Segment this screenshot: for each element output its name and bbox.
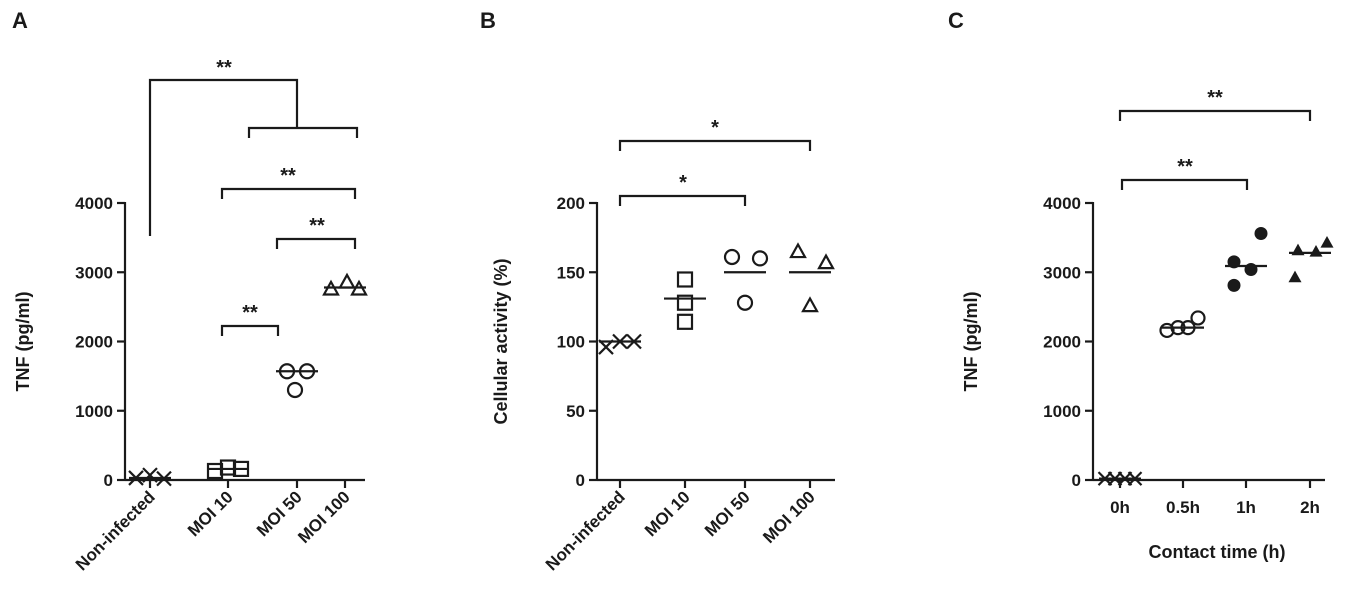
y-tick-label: 100 — [557, 333, 585, 352]
y-tick-label: 1000 — [75, 402, 113, 421]
significance-label: * — [679, 172, 687, 194]
data-point — [206, 462, 224, 480]
significance-bracket — [1120, 178, 1249, 190]
y-tick-label: 2000 — [1043, 333, 1081, 352]
data-point — [1227, 278, 1241, 292]
data-point — [751, 250, 769, 267]
y-tick-label: 2000 — [75, 333, 113, 352]
significance-bracket — [1118, 109, 1312, 121]
significance-label: ** — [1207, 87, 1223, 109]
significance-label: * — [711, 117, 719, 139]
y-tick-label: 50 — [566, 402, 585, 421]
significance-bracket — [247, 126, 359, 138]
y-tick-label: 1000 — [1043, 402, 1081, 421]
x-tick-label: 0.5h — [1166, 498, 1200, 517]
significance-bracket — [618, 139, 812, 151]
x-tick-label: MOI 100 — [759, 487, 819, 547]
y-tick-label: 4000 — [75, 194, 113, 213]
data-point — [676, 294, 694, 311]
panel-letter: A — [12, 8, 28, 33]
x-tick-label: 1h — [1236, 498, 1256, 517]
x-tick-label: MOI 100 — [294, 487, 354, 547]
x-axis-label: Contact time (h) — [1149, 542, 1286, 562]
data-point — [789, 242, 807, 259]
panel-b: B 0 50 100 150 200 Cellular activity (%) Non-in… — [480, 8, 835, 574]
y-tick-label: 0 — [1072, 471, 1081, 490]
panel-letter: B — [480, 8, 496, 33]
panel-letter: C — [948, 8, 964, 33]
panel-c: C 0 1000 2000 3000 4000 TNF (pg/ml) 0h 0.5h 1h 2h C… — [948, 8, 1334, 562]
data-point — [1288, 270, 1302, 283]
x-tick-label: MOI 10 — [641, 487, 694, 540]
data-point — [338, 272, 356, 289]
x-tick-label: Non-infected — [72, 487, 159, 574]
data-point — [1320, 235, 1334, 248]
data-point — [1190, 310, 1206, 326]
x-tick-label: 0h — [1110, 498, 1130, 517]
x-tick-label: MOI 50 — [701, 487, 754, 540]
x-tick-label: MOI 10 — [184, 487, 237, 540]
data-point — [736, 294, 754, 311]
data-point — [801, 296, 819, 313]
y-tick-label: 0 — [576, 471, 585, 490]
y-tick-label: 200 — [557, 194, 585, 213]
data-point — [219, 459, 237, 476]
y-axis-label: TNF (pg/ml) — [13, 292, 33, 392]
significance-label: ** — [309, 215, 325, 237]
significance-bracket — [148, 78, 299, 236]
data-point — [1159, 322, 1175, 339]
significance-label: ** — [242, 302, 258, 324]
data-point — [723, 248, 741, 266]
data-point — [1309, 244, 1323, 257]
significance-bracket — [220, 187, 357, 199]
y-tick-label: 3000 — [75, 263, 113, 282]
y-axis-label: Cellular activity (%) — [491, 258, 511, 424]
data-point — [817, 253, 835, 270]
data-point — [286, 381, 304, 399]
data-point-b — [142, 467, 158, 483]
data-point — [1254, 226, 1268, 240]
y-tick-label: 4000 — [1043, 194, 1081, 213]
significance-label: ** — [216, 57, 232, 79]
x-tick-label: Non-infected — [542, 487, 629, 574]
significance-bracket — [618, 194, 747, 206]
significance-bracket — [220, 324, 280, 336]
significance-bracket — [275, 237, 357, 249]
x-tick-label: 2h — [1300, 498, 1320, 517]
panel-a: A 0 1000 2000 3000 4000 TNF (pg/ml) Non-infecte… — [12, 8, 368, 574]
data-point — [676, 271, 694, 288]
significance-label: ** — [280, 165, 296, 187]
y-tick-label: 150 — [557, 263, 585, 282]
y-axis-label: TNF (pg/ml) — [961, 292, 981, 392]
significance-label: ** — [1177, 156, 1193, 178]
data-point — [676, 313, 694, 330]
y-tick-label: 0 — [104, 471, 113, 490]
y-tick-label: 3000 — [1043, 263, 1081, 282]
